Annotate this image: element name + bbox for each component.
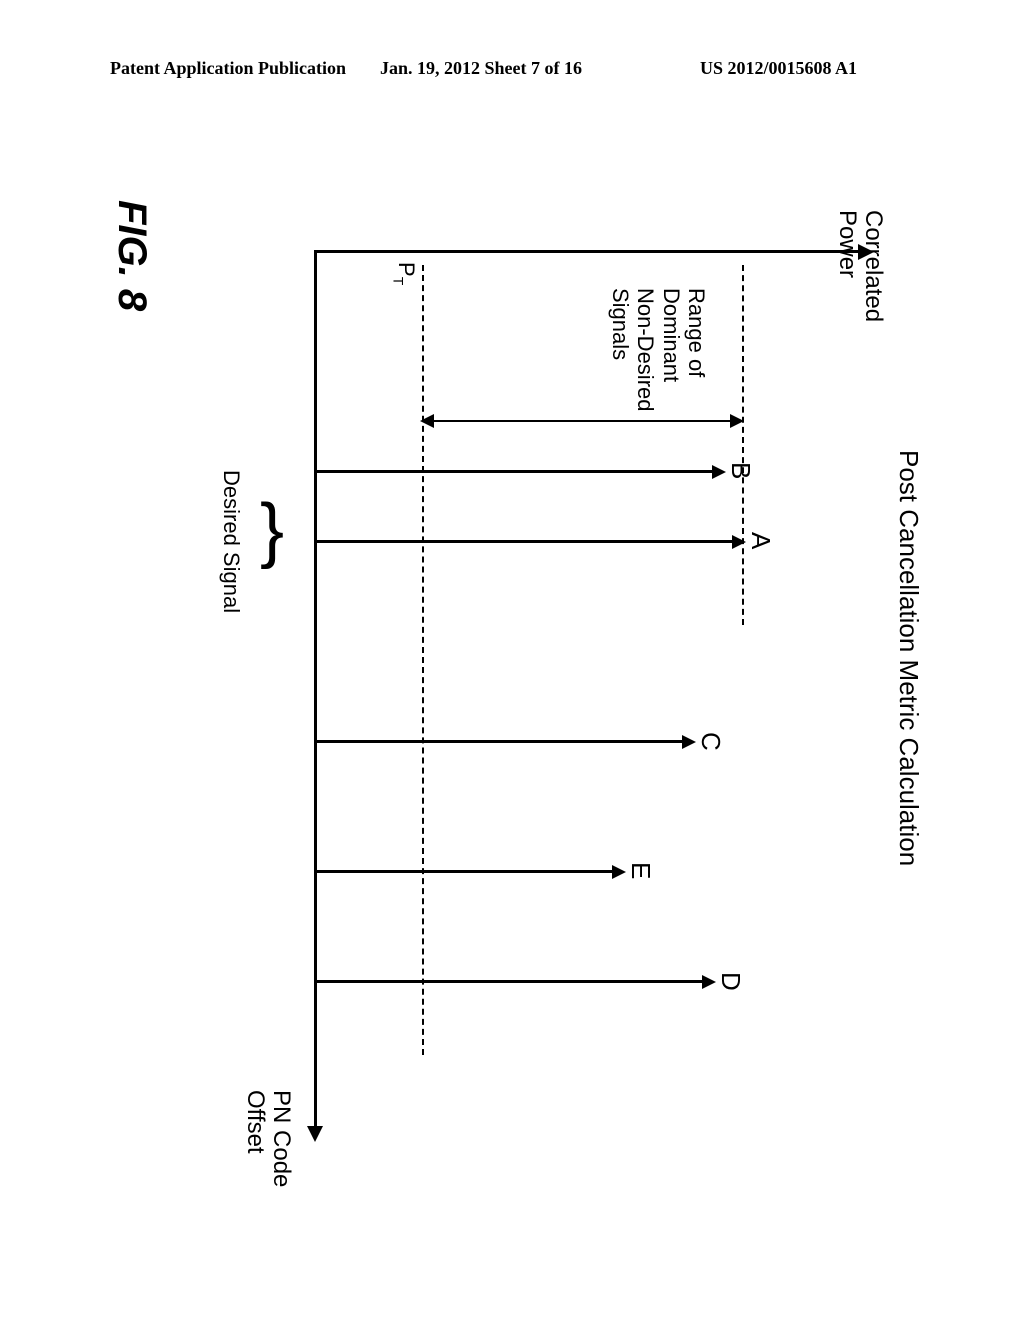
signal-label-e: E (625, 862, 656, 879)
signal-line-b (317, 470, 714, 473)
y-axis (314, 250, 864, 253)
pt-threshold-line (422, 265, 424, 1055)
signal-arrowhead-b-icon (712, 465, 726, 479)
range-bracket-top-arrow-icon (730, 414, 744, 428)
signal-line-c (317, 740, 684, 743)
signal-arrowhead-e-icon (612, 865, 626, 879)
figure-caption: FIG. 8 (109, 200, 154, 311)
figure: Post Cancellation Metric Calculation Cor… (80, 150, 944, 1250)
signal-label-a: A (745, 532, 776, 549)
page-header: Patent Application Publication Jan. 19, … (0, 58, 1024, 88)
signal-arrowhead-c-icon (682, 735, 696, 749)
x-axis (314, 250, 317, 1130)
pt-label: PT (391, 262, 419, 285)
signal-label-d: D (715, 972, 746, 991)
signal-line-e (317, 870, 614, 873)
figure-title: Post Cancellation Metric Calculation (893, 450, 924, 866)
signal-label-b: B (725, 462, 756, 479)
figure-viewport: Post Cancellation Metric Calculation Cor… (80, 150, 944, 1250)
range-bracket-bottom-arrow-icon (420, 414, 434, 428)
range-bracket-line (432, 420, 732, 422)
header-mid: Jan. 19, 2012 Sheet 7 of 16 (380, 58, 582, 79)
signal-label-c: C (695, 732, 726, 751)
signal-line-d (317, 980, 704, 983)
signal-arrowhead-d-icon (702, 975, 716, 989)
signal-arrowhead-a-icon (732, 535, 746, 549)
x-axis-label: PN CodeOffset (241, 1090, 294, 1187)
header-right: US 2012/0015608 A1 (700, 58, 857, 79)
y-axis-label: CorrelatedPower (833, 210, 886, 322)
signal-line-a (317, 540, 734, 543)
range-label: Range ofDominantNon-DesiredSignals (608, 288, 709, 412)
x-axis-arrowhead-icon (308, 1126, 324, 1142)
header-left: Patent Application Publication (110, 58, 346, 79)
upper-threshold-line (742, 265, 744, 625)
desired-signal-label: Desired Signal (218, 470, 244, 613)
